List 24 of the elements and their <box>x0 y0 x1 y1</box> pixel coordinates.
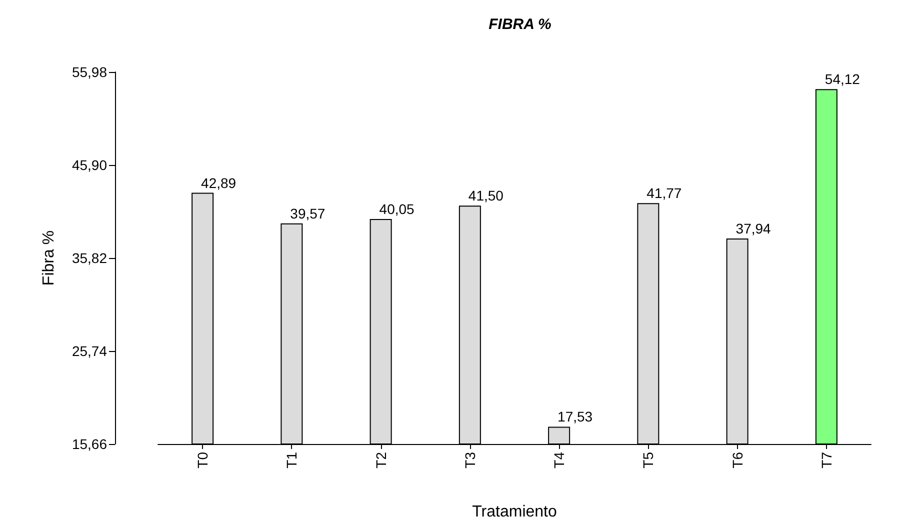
x-tick-label: T2 <box>372 452 389 468</box>
data-label: 40,05 <box>379 200 415 217</box>
data-label: 39,57 <box>290 205 326 222</box>
x-tick-label: T0 <box>194 452 211 468</box>
x-tick-label: T6 <box>729 452 746 468</box>
data-label: 41,50 <box>468 188 504 204</box>
x-tick-label: T7 <box>818 452 834 468</box>
y-tick-label: 15,66 <box>72 436 108 452</box>
y-tick-label: 35,82 <box>72 250 108 266</box>
data-label: 54,12 <box>824 71 860 88</box>
x-axis-title: Tratamiento <box>472 504 557 520</box>
x-tick-label: T4 <box>551 452 568 468</box>
y-tick-label: 55,98 <box>72 64 108 80</box>
data-label: 37,94 <box>736 220 772 236</box>
x-tick-label: T3 <box>462 452 478 468</box>
data-label: 41,77 <box>646 185 682 202</box>
x-tick-label: T1 <box>284 452 300 468</box>
chart-title: FIBRA % <box>488 16 552 33</box>
data-label: 42,89 <box>201 174 236 191</box>
data-label: 17,53 <box>558 408 593 425</box>
x-tick-label: T5 <box>640 452 656 468</box>
y-axis-title: Fibra % <box>40 230 58 286</box>
y-tick-label: 25,74 <box>72 343 108 359</box>
y-tick-label: 45,90 <box>72 157 108 173</box>
